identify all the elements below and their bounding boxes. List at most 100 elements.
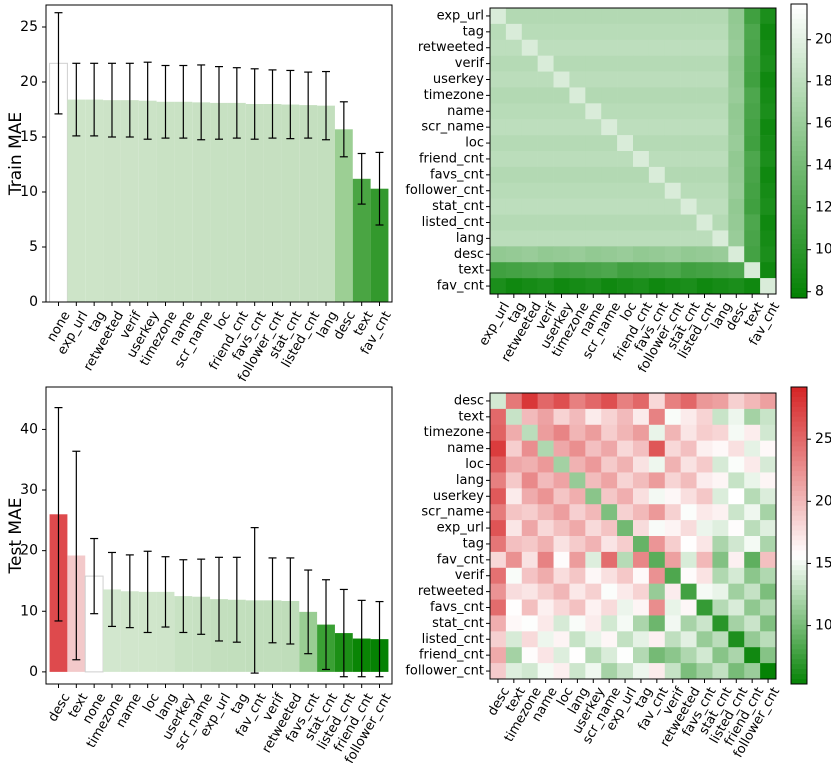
- colorbar-segment: [791, 570, 807, 576]
- heatmap-cell-stat_cnt-favs_cnt: [696, 615, 713, 632]
- heatmap-cell-follower_cnt-stat_cnt: [680, 182, 697, 199]
- heatmap-cell-retweeted-exp_url: [617, 583, 634, 600]
- heatmap-cell-desc-scr_name: [601, 246, 618, 263]
- heatmap-cell-fav_cnt-retweeted: [521, 278, 538, 295]
- heatmap-cell-loc-name: [537, 456, 554, 473]
- colorbar-segment: [791, 599, 807, 606]
- heatmap-cell-exp_url-stat_cnt: [680, 8, 697, 25]
- heatmap-frame: [489, 392, 777, 680]
- heatmap-cell-verif-verif: [537, 55, 554, 72]
- heatmap-cell-verif-loc: [553, 567, 570, 584]
- heatmap-cell-text-tag: [633, 408, 650, 426]
- heatmap-cell-stat_cnt-timezone: [569, 198, 586, 215]
- colorbar-segment: [791, 406, 807, 413]
- heatmap-cell-userkey-verif: [537, 71, 554, 88]
- heatmap-cell-timezone-name: [585, 87, 602, 104]
- heatmap-cell-listed_cnt-friend_cnt: [633, 214, 650, 231]
- y-tick-label-20: 20: [20, 74, 38, 90]
- colorbar-segment: [791, 624, 807, 631]
- heatmap-cell-favs_cnt-stat_cnt: [680, 166, 697, 184]
- heatmap-cell-stat_cnt-userkey: [553, 198, 570, 215]
- y-tick-label-timezone: timezone: [424, 425, 484, 440]
- heatmap-cell-retweeted-favs_cnt: [648, 39, 666, 56]
- colorbar-tick-label-20: 20: [815, 32, 831, 48]
- colorbar-segment: [791, 396, 807, 403]
- colorbar-segment: [791, 33, 807, 39]
- heatmap-cell-favs_cnt-name: [585, 166, 602, 184]
- heatmap-cell-friend_cnt-stat_cnt: [680, 151, 697, 168]
- y-tick-label-favs_cnt: favs_cnt: [430, 167, 484, 182]
- heatmap-cell-lang-follower_cnt: [664, 230, 681, 247]
- bar-stat_cnt: [281, 104, 300, 302]
- heatmap-cell-lang-text: [505, 472, 523, 489]
- heatmap-cell-retweeted-userkey: [553, 39, 570, 56]
- heatmap-cell-timezone-favs_cnt: [648, 87, 666, 104]
- heatmap-cell-text-desc: [490, 408, 507, 426]
- heatmap-cell-name-userkey: [585, 440, 602, 457]
- colorbar-segment: [791, 4, 807, 10]
- heatmap-cell-fav_cnt-name: [585, 278, 602, 295]
- heatmap-cell-tag-friend_cnt: [633, 23, 650, 41]
- heatmap-cell-lang-tag: [505, 230, 523, 247]
- heatmap-cell-lang-retweeted: [680, 472, 697, 489]
- heatmap-cell-tag-desc: [490, 536, 507, 553]
- heatmap-cell-exp_url-timezone: [521, 520, 538, 537]
- heatmap-cell-listed_cnt-name: [537, 631, 554, 648]
- heatmap-cell-exp_url-stat_cnt: [712, 520, 729, 537]
- heatmap-cell-favs_cnt-fav_cnt: [648, 599, 666, 616]
- y-tick-label-userkey: userkey: [433, 72, 484, 87]
- heatmap-cell-friend_cnt-timezone: [521, 647, 538, 664]
- heatmap-cell-stat_cnt-exp_url: [617, 615, 634, 632]
- y-tick-label-follower_cnt: follower_cnt: [405, 664, 484, 679]
- heatmap-cell-friend_cnt-name: [585, 151, 602, 168]
- heatmap-cell-userkey-lang: [712, 71, 729, 88]
- heatmap-cell-userkey-desc: [728, 71, 745, 88]
- heatmap-cell-desc-friend_cnt: [633, 246, 650, 263]
- heatmap-cell-retweeted-fav_cnt: [648, 583, 666, 600]
- heatmap-cell-desc-fav_cnt: [648, 393, 666, 410]
- heatmap-cell-lang-retweeted: [521, 230, 538, 247]
- heatmap-cell-userkey-loc: [617, 71, 634, 88]
- heatmap-cell-userkey-text: [505, 488, 523, 505]
- heatmap-cell-favs_cnt-loc: [617, 166, 634, 184]
- heatmap-cell-stat_cnt-lang: [569, 615, 586, 632]
- y-tick-label-timezone: timezone: [424, 88, 484, 103]
- heatmap-cell-userkey-exp_url: [490, 71, 507, 88]
- heatmap-3: descdesctexttexttimezonetimezonenamename…: [405, 386, 831, 761]
- heatmap-cell-verif-stat_cnt: [712, 567, 729, 584]
- heatmap-cell-stat_cnt-lang: [712, 198, 729, 215]
- heatmap-cell-timezone-verif: [537, 87, 554, 104]
- heatmap-cell-name-stat_cnt: [680, 103, 697, 120]
- heatmap-cell-userkey-tag: [505, 71, 523, 88]
- heatmap-cell-desc-stat_cnt: [712, 393, 729, 410]
- heatmap-cell-lang-timezone: [521, 472, 538, 489]
- heatmap-cell-exp_url-friend_cnt: [633, 8, 650, 25]
- y-tick-label-25: 25: [20, 19, 38, 35]
- y-tick-label-10: 10: [20, 184, 38, 200]
- heatmap-cell-follower_cnt-listed_cnt: [696, 182, 713, 199]
- heatmap-cell-stat_cnt-tag: [505, 198, 523, 215]
- heatmap-cell-verif-friend_cnt: [633, 55, 650, 72]
- heatmap-cell-exp_url-lang: [569, 520, 586, 537]
- heatmap-cell-verif-timezone: [521, 567, 538, 584]
- heatmap-cell-retweeted-userkey: [585, 583, 602, 600]
- colorbar-segment: [791, 674, 807, 680]
- heatmap-cell-listed_cnt-name: [585, 214, 602, 231]
- heatmap-cell-lang-listed_cnt: [728, 472, 745, 489]
- colorbar-segment: [791, 515, 807, 522]
- heatmap-cell-desc-tag: [633, 393, 650, 410]
- heatmap-cell-lang-loc: [553, 472, 570, 489]
- heatmap-cell-exp_url-retweeted: [680, 520, 697, 537]
- heatmap-cell-userkey-text: [744, 71, 761, 88]
- heatmap-cell-fav_cnt-timezone: [569, 278, 586, 295]
- heatmap-cell-stat_cnt-userkey: [585, 615, 602, 632]
- heatmap-cell-lang-follower_cnt: [760, 472, 777, 489]
- heatmap-cell-fav_cnt-scr_name: [601, 278, 618, 295]
- heatmap-cell-name-desc: [728, 103, 745, 120]
- heatmap-cell-fav_cnt-fav_cnt: [760, 278, 777, 295]
- y-axis-label: Test MAE: [6, 498, 26, 575]
- colorbar-segment: [791, 273, 807, 279]
- heatmap-cell-verif-scr_name: [601, 567, 618, 584]
- heatmap-cell-timezone-desc: [728, 87, 745, 104]
- heatmap-cell-friend_cnt-userkey: [585, 647, 602, 664]
